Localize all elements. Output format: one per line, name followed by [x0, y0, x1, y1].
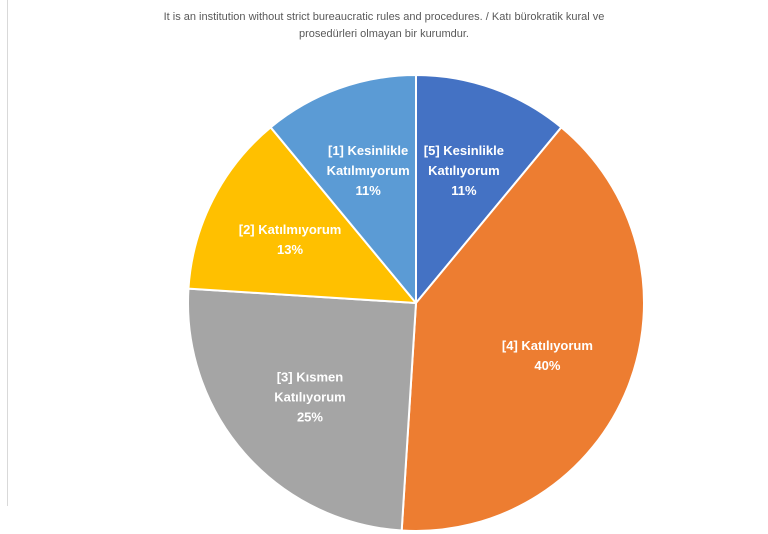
pie-slice-label-1: [5] Kesinlikle Katılıyorum 11% — [424, 143, 504, 198]
pie-slice-3 — [187, 287, 417, 532]
pie-slice-1 — [415, 74, 563, 304]
data-label-value: 13% — [277, 242, 303, 257]
data-label-value: 40% — [534, 358, 560, 373]
pie-slice-5 — [269, 74, 417, 304]
data-label-category: [2] Katılmıyorum — [239, 222, 342, 237]
chart-title: It is an institution without strict bure… — [0, 9, 768, 43]
pie-slice-label-4: [2] Katılmıyorum 13% — [239, 222, 342, 257]
data-label-category: [4] Katılıyorum — [502, 338, 593, 353]
pie-slice-2 — [400, 126, 645, 532]
data-label-category: [3] Kısmen — [277, 369, 344, 384]
data-label-value: 11% — [451, 183, 477, 198]
data-label-value: 11% — [355, 183, 381, 198]
data-label-value: 25% — [297, 409, 323, 424]
pie-slice-label-3: [3] Kısmen Katılıyorum 25% — [274, 369, 346, 424]
data-label-category: Katılıyorum — [428, 163, 500, 178]
data-label-category: Katılıyorum — [274, 389, 346, 404]
data-label-category: [1] Kesinlikle — [328, 143, 408, 158]
chart-title-line-1: It is an institution without strict bure… — [163, 11, 605, 23]
data-label-category: Katılmıyorum — [327, 163, 410, 178]
chart-title-line-2: prosedürleri olmayan bir kurumdur. — [299, 28, 469, 40]
pie-slice-4 — [187, 126, 417, 304]
data-label-category: [5] Kesinlikle — [424, 143, 504, 158]
pie-slice-label-5: [1] Kesinlikle Katılmıyorum 11% — [327, 143, 410, 198]
pie-slice-label-2: [4] Katılıyorum 40% — [502, 338, 593, 373]
chart-frame-edge — [7, 0, 8, 506]
